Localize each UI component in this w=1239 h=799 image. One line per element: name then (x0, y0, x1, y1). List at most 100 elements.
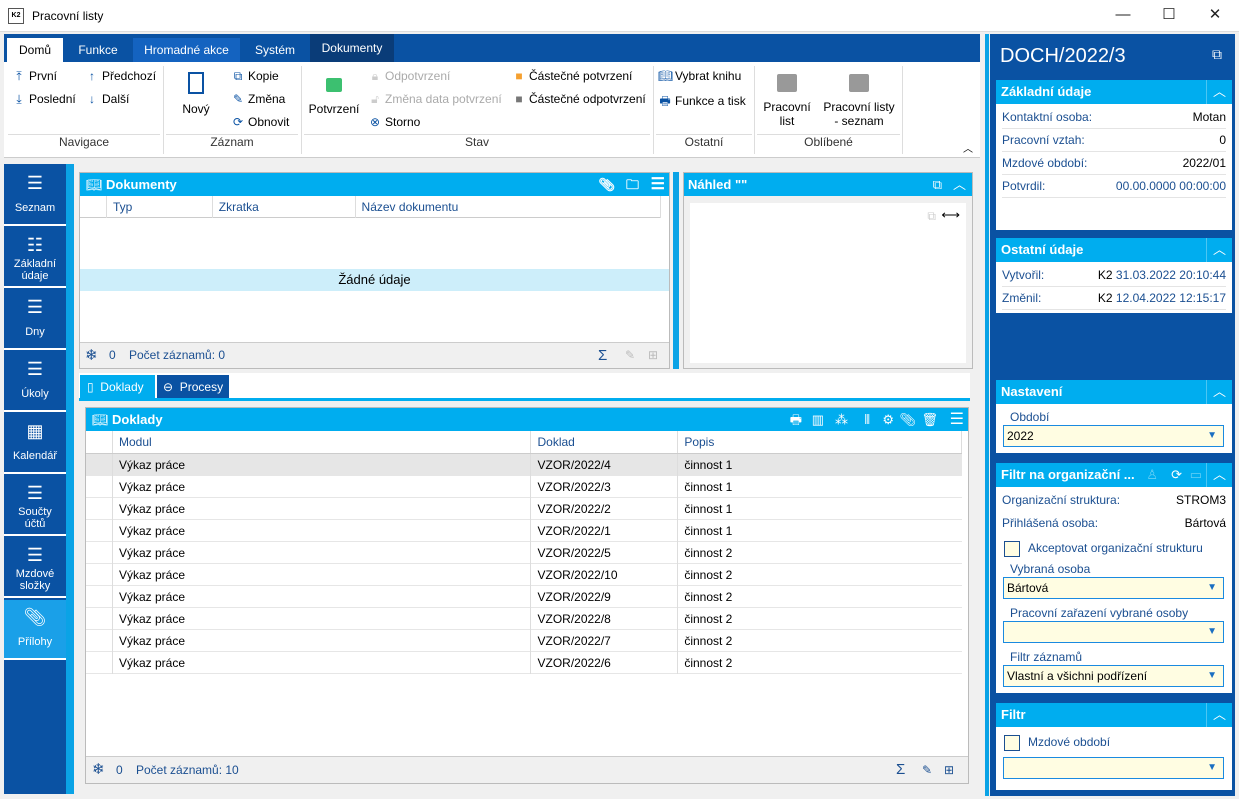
add-icon[interactable]: ⊞ (944, 763, 955, 777)
favorite-pracovni-listy-seznam[interactable]: Pracovní listy - seznam (820, 72, 898, 128)
menu-icon[interactable]: ☰ (949, 411, 964, 428)
column-doklad[interactable]: Doklad (531, 431, 679, 453)
edit-button[interactable]: ✎ Změna (231, 92, 285, 106)
selected-person-select[interactable]: Bártová ▼ (1003, 577, 1224, 599)
sidebar-item-ukoly[interactable]: ☰ Úkoly (4, 352, 66, 412)
checkbox[interactable] (1004, 540, 1020, 557)
row-selector[interactable] (86, 608, 113, 630)
storno-button[interactable]: ⊗ Storno (368, 115, 420, 129)
sidebar-item-prilohy[interactable]: 📎︎ Přílohy (4, 600, 66, 660)
popout-icon[interactable]: ⧉ (1212, 46, 1222, 62)
table-row[interactable]: Výkaz práce VZOR/2022/1 činnost 1 (86, 520, 962, 542)
position-select[interactable]: ▼ (1003, 621, 1224, 643)
hierarchy-icon[interactable]: ⁂ (835, 412, 848, 427)
partial-unconfirm-button[interactable]: ■ Částečné odpotvrzení (512, 92, 645, 106)
table-row[interactable]: Výkaz práce VZOR/2022/4 činnost 1 (86, 454, 962, 476)
checkbox[interactable] (1004, 734, 1020, 751)
table-row[interactable]: Výkaz práce VZOR/2022/2 činnost 1 (86, 498, 962, 520)
collapse-icon[interactable]: ︿ (1206, 703, 1232, 727)
next-button[interactable]: ↓ Další (85, 92, 129, 106)
tab-hromadne-akce[interactable]: Hromadné akce (133, 38, 240, 62)
column-modul[interactable]: Modul (113, 431, 532, 453)
row-selector[interactable] (86, 476, 113, 498)
record-filter-select[interactable]: Vlastní a všichni podřízení ▼ (1003, 665, 1224, 687)
section-settings-header[interactable]: Nastavení ︿ (996, 380, 1232, 404)
fit-width-icon[interactable]: ⟷ (941, 207, 960, 222)
paperclip-icon[interactable]: 📎︎ (598, 177, 615, 192)
minimize-button[interactable]: — (1115, 6, 1131, 23)
table-row[interactable]: Výkaz práce VZOR/2022/7 činnost 2 (86, 630, 962, 652)
collapse-icon[interactable]: ︿ (1206, 463, 1232, 487)
row-selector[interactable] (86, 630, 113, 652)
refresh-button[interactable]: ⟳ Obnovit (231, 115, 289, 129)
column-popis[interactable]: Popis (678, 431, 962, 453)
new-button[interactable]: Nový (176, 70, 216, 116)
tab-doklady[interactable]: ▯ Doklady (80, 375, 155, 399)
snowflake-icon[interactable]: ❄ (92, 761, 105, 778)
section-basic-header[interactable]: Základní údaje ︿ (996, 80, 1232, 104)
favorite-pracovni-list[interactable]: Pracovní list (758, 72, 816, 128)
tab-dokumenty[interactable]: Dokumenty (310, 34, 394, 62)
sidebar-item-kalendar[interactable]: ▦ Kalendář (4, 414, 66, 474)
column-nazev-dokumentu[interactable]: Název dokumentu (356, 196, 661, 218)
table-row[interactable]: Výkaz práce VZOR/2022/5 činnost 2 (86, 542, 962, 564)
menu-icon[interactable]: ☰ (650, 176, 665, 193)
close-button[interactable]: ✕ (1208, 6, 1222, 23)
row-selector[interactable] (86, 454, 113, 476)
panel-splitter[interactable] (673, 172, 679, 369)
printer-icon[interactable]: 🖶︎ (789, 412, 802, 427)
previous-button[interactable]: ↑ Předchozí (85, 69, 156, 83)
sidebar-item-seznam[interactable]: ☰ Seznam (4, 166, 66, 226)
sidebar-item-mzdove-slozky[interactable]: ☰ Mzdové složky (4, 538, 66, 598)
sum-icon[interactable]: Σ (896, 761, 906, 778)
collapse-icon[interactable]: ︿ (1206, 238, 1232, 262)
row-selector[interactable] (86, 520, 113, 542)
copy-button[interactable]: ⧉ Kopie (231, 69, 279, 84)
column-zkratka[interactable]: Zkratka (213, 196, 356, 218)
last-button[interactable]: ⤓ Poslední (12, 92, 75, 107)
table-row[interactable]: Výkaz práce VZOR/2022/3 činnost 1 (86, 476, 962, 498)
section-org-filter-header[interactable]: Filtr na organizační ... ♙ ⟳ ▭ ︿ (996, 463, 1232, 487)
right-panel-splitter[interactable] (985, 34, 989, 796)
functions-print-button[interactable]: 🖶︎ Funkce a tisk (658, 92, 745, 113)
period-select[interactable]: 2022 ▼ (1003, 425, 1224, 447)
sum-icon[interactable]: Σ (598, 347, 608, 364)
table-row[interactable]: Výkaz práce VZOR/2022/6 činnost 2 (86, 652, 962, 674)
sidebar-item-soucty-uctu[interactable]: ☰ Součty účtů (4, 476, 66, 536)
maximize-button[interactable]: ☐ (1162, 6, 1176, 23)
table-row[interactable]: Výkaz práce VZOR/2022/9 činnost 2 (86, 586, 962, 608)
table-row[interactable]: Výkaz práce VZOR/2022/10 činnost 2 (86, 564, 962, 586)
row-selector[interactable] (86, 564, 113, 586)
row-selector[interactable] (86, 586, 113, 608)
columns-icon[interactable]: ⫴ (864, 412, 870, 427)
collapse-ribbon-icon[interactable]: ︿ (963, 144, 973, 155)
collapse-icon[interactable]: ︿ (1206, 80, 1232, 104)
section-other-header[interactable]: Ostatní údaje ︿ (996, 238, 1232, 262)
tab-domu[interactable]: Domů (7, 38, 63, 62)
paperclip-icon[interactable]: 📎︎ (899, 412, 916, 427)
accept-org-checkbox[interactable]: Akceptovat organizační strukturu (996, 535, 1232, 561)
tab-procesy[interactable]: ⊖ Procesy (157, 375, 229, 399)
collapse-icon[interactable]: ︿ (952, 177, 966, 192)
select-book-button[interactable]: 📖︎ Vybrat knihu (658, 69, 741, 83)
folder-icon[interactable]: 🗀 (625, 177, 639, 192)
popout-icon[interactable]: ⧉ (932, 177, 942, 192)
section-filter-header[interactable]: Filtr ︿ (996, 703, 1232, 727)
tab-system[interactable]: Systém (254, 43, 295, 57)
table-row[interactable]: Výkaz práce VZOR/2022/8 činnost 2 (86, 608, 962, 630)
sidebar-item-zakladni-udaje[interactable]: ☷ Základní údaje (4, 228, 66, 288)
row-selector[interactable] (86, 498, 113, 520)
collapse-icon[interactable]: ︿ (1206, 380, 1232, 404)
payroll-period-select[interactable]: ▼ (1003, 757, 1224, 779)
first-button[interactable]: ⤒ První (12, 69, 57, 84)
snowflake-icon[interactable]: ❄ (85, 347, 98, 364)
column-typ[interactable]: Typ (107, 196, 213, 218)
tab-funkce[interactable]: Funkce (78, 43, 118, 57)
sidebar-item-dny[interactable]: ☰ Dny (4, 290, 66, 350)
confirm-button[interactable]: Potvrzení (306, 72, 362, 116)
gear-icon[interactable]: ⚙ (882, 412, 894, 427)
edit-icon[interactable]: ✎ (922, 763, 933, 777)
trash-icon[interactable]: 🗑︎ (921, 412, 938, 427)
chart-icon[interactable]: ▥ (811, 412, 824, 427)
refresh-icon[interactable]: ⟳ (1171, 467, 1182, 482)
